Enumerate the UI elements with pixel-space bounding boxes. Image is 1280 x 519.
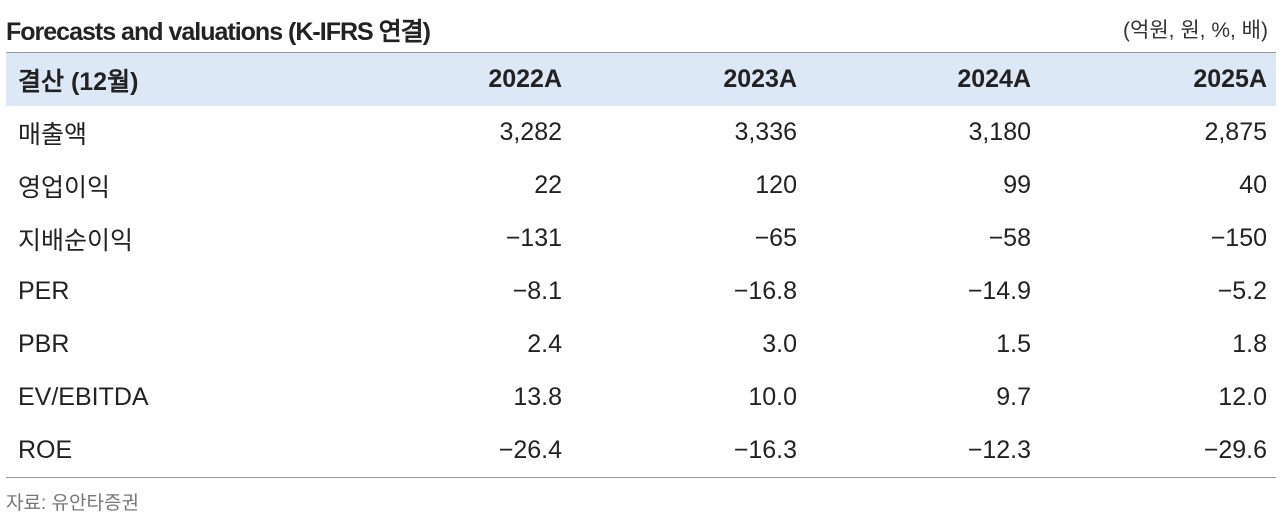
header-row: 결산 (12월) 2022A 2023A 2024A 2025A (6, 53, 1276, 106)
source-note: 자료: 유안타증권 (6, 493, 139, 514)
value-cell: 3.0 (762, 330, 797, 358)
value-cell: −16.8 (733, 277, 797, 305)
table-row: PER −8.1 −16.8 −14.9 −5.2 (6, 265, 1276, 318)
row-label: ROE (18, 436, 73, 464)
value-cell: 22 (534, 171, 562, 199)
column-header: 2022A (488, 65, 562, 93)
value-cell: 99 (1003, 171, 1031, 199)
value-cell: −26.4 (498, 436, 562, 464)
value-cell: 3,180 (968, 118, 1031, 146)
value-cell: −16.3 (733, 436, 797, 464)
value-cell: 3,336 (734, 118, 797, 146)
value-cell: −29.6 (1203, 436, 1267, 464)
value-cell: 13.8 (513, 383, 562, 411)
column-header: 2025A (1193, 65, 1267, 93)
value-cell: 40 (1239, 171, 1267, 199)
value-cell: −65 (754, 224, 797, 252)
value-cell: −5.2 (1217, 277, 1267, 305)
column-header: 결산 (12월) (18, 67, 139, 96)
value-cell: 2,875 (1204, 118, 1267, 146)
table-row: 지배순이익 −131 −65 −58 −150 (6, 212, 1276, 265)
row-label: 영업이익 (18, 173, 111, 202)
table-row: ROE −26.4 −16.3 −12.3 −29.6 (6, 424, 1276, 477)
value-cell: −150 (1210, 224, 1267, 252)
row-label: 지배순이익 (18, 226, 134, 255)
value-cell: 10.0 (748, 383, 797, 411)
unit-note: (억원, 원, %, 배) (1123, 19, 1268, 42)
value-cell: 12.0 (1218, 383, 1267, 411)
column-header: 2023A (723, 65, 797, 93)
table-row: 매출액 3,282 3,336 3,180 2,875 (6, 106, 1276, 159)
row-label: EV/EBITDA (18, 383, 149, 411)
row-label: 매출액 (18, 120, 88, 149)
value-cell: −131 (505, 224, 562, 252)
table-row: EV/EBITDA 13.8 10.0 9.7 12.0 (6, 371, 1276, 424)
row-label: PBR (18, 330, 70, 358)
value-cell: 120 (755, 171, 797, 199)
value-cell: 3,282 (499, 118, 562, 146)
value-cell: −58 (988, 224, 1031, 252)
table-row: 영업이익 22 120 99 40 (6, 159, 1276, 212)
title: Forecasts and valuations (K-IFRS 연결) (6, 18, 431, 46)
value-cell: −14.9 (967, 277, 1031, 305)
table-row: PBR 2.4 3.0 1.5 1.8 (6, 318, 1276, 371)
value-cell: 2.4 (527, 330, 562, 358)
row-label: PER (18, 277, 70, 305)
value-cell: 1.5 (996, 330, 1031, 358)
value-cell: 1.8 (1232, 330, 1267, 358)
column-header: 2024A (957, 65, 1031, 93)
value-cell: 9.7 (996, 383, 1031, 411)
value-cell: −12.3 (967, 436, 1031, 464)
value-cell: −8.1 (512, 277, 562, 305)
table: 결산 (12월) 2022A 2023A 2024A 2025A 매출액 3,282 3,33… (6, 52, 1276, 478)
